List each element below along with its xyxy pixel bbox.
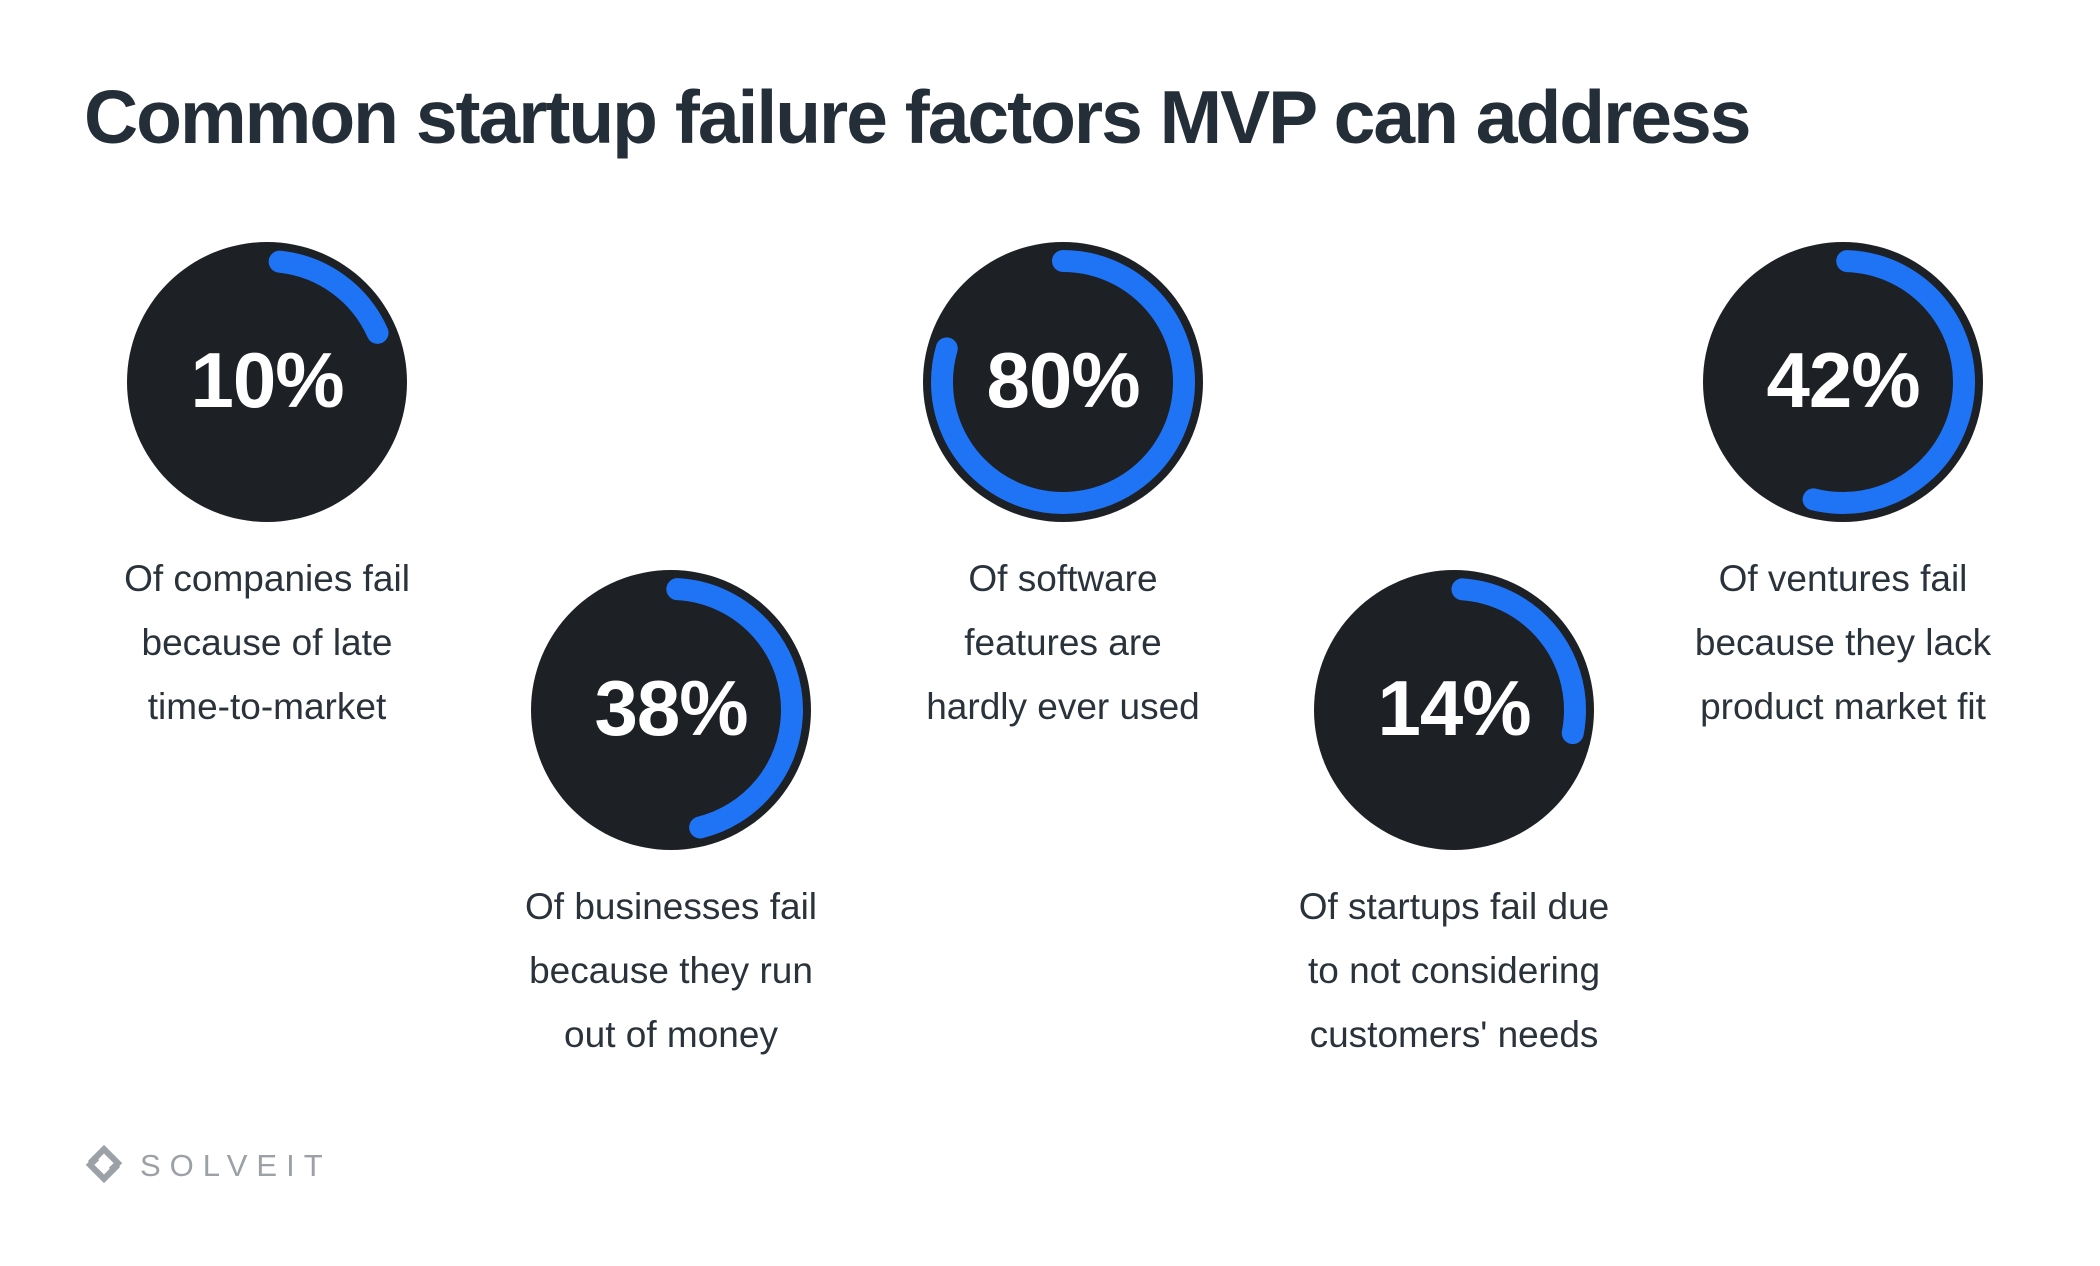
caption-line: Of software <box>968 558 1158 599</box>
percent-label: 10% <box>190 335 344 424</box>
caption-line: Of startups fail due <box>1298 886 1610 927</box>
stat-caption: Of businesses fail because they run out … <box>431 875 911 1067</box>
stat-circle: 38% <box>531 570 811 850</box>
progress-arc <box>539 578 803 842</box>
caption-line: because of late <box>141 622 393 663</box>
solveit-diamond-s-icon <box>85 1144 123 1184</box>
progress-arc <box>1322 578 1586 842</box>
caption-line: out of money <box>564 1014 778 1055</box>
caption-line: time-to-market <box>147 686 387 727</box>
caption-line: because they run <box>529 950 813 991</box>
stat-card-software-features: 80% Of software features are hardly ever… <box>923 242 1203 727</box>
stat-circle: 42% <box>1703 242 1983 522</box>
progress-arc <box>135 250 399 514</box>
progress-arc <box>1711 250 1975 515</box>
stat-caption: Of ventures fail because they lack produ… <box>1603 547 2083 739</box>
stat-circle: 14% <box>1314 570 1594 850</box>
caption-line: customers' needs <box>1309 1014 1599 1055</box>
stat-card-businesses: 38% Of businesses fail because they run … <box>525 570 817 1055</box>
stat-circle: 10% <box>127 242 407 522</box>
progress-arc <box>931 250 1195 514</box>
stat-card-ventures: 42% Of ventures fail because they lack p… <box>1695 242 1991 727</box>
percent-label: 14% <box>1377 663 1531 752</box>
solveit-logo: SOLVEIT <box>84 1142 332 1186</box>
caption-line: hardly ever used <box>926 686 1200 727</box>
stat-caption: Of startups fail due to not considering … <box>1214 875 1694 1067</box>
stat-card-startups-customers: 14% Of startups fail due to not consider… <box>1299 570 1609 1055</box>
caption-line: Of companies fail <box>124 558 410 599</box>
caption-line: to not considering <box>1307 950 1601 991</box>
caption-line: features are <box>964 622 1162 663</box>
percent-label: 80% <box>986 335 1140 424</box>
stat-caption: Of software features are hardly ever use… <box>823 547 1303 739</box>
solveit-logo-text: SOLVEIT <box>140 1147 332 1183</box>
page-title: Common startup failure factors MVP can a… <box>84 75 1751 159</box>
stat-caption: Of companies fail because of late time-t… <box>27 547 507 739</box>
caption-line: Of ventures fail <box>1718 558 1968 599</box>
percent-label: 38% <box>594 663 748 752</box>
caption-line: Of businesses fail <box>524 886 818 927</box>
caption-line: product market fit <box>1700 686 1986 727</box>
percent-label: 42% <box>1766 335 1920 424</box>
stat-circle: 80% <box>923 242 1203 522</box>
caption-line: because they lack <box>1694 622 1992 663</box>
stat-card-companies: 10% Of companies fail because of late ti… <box>124 242 410 727</box>
